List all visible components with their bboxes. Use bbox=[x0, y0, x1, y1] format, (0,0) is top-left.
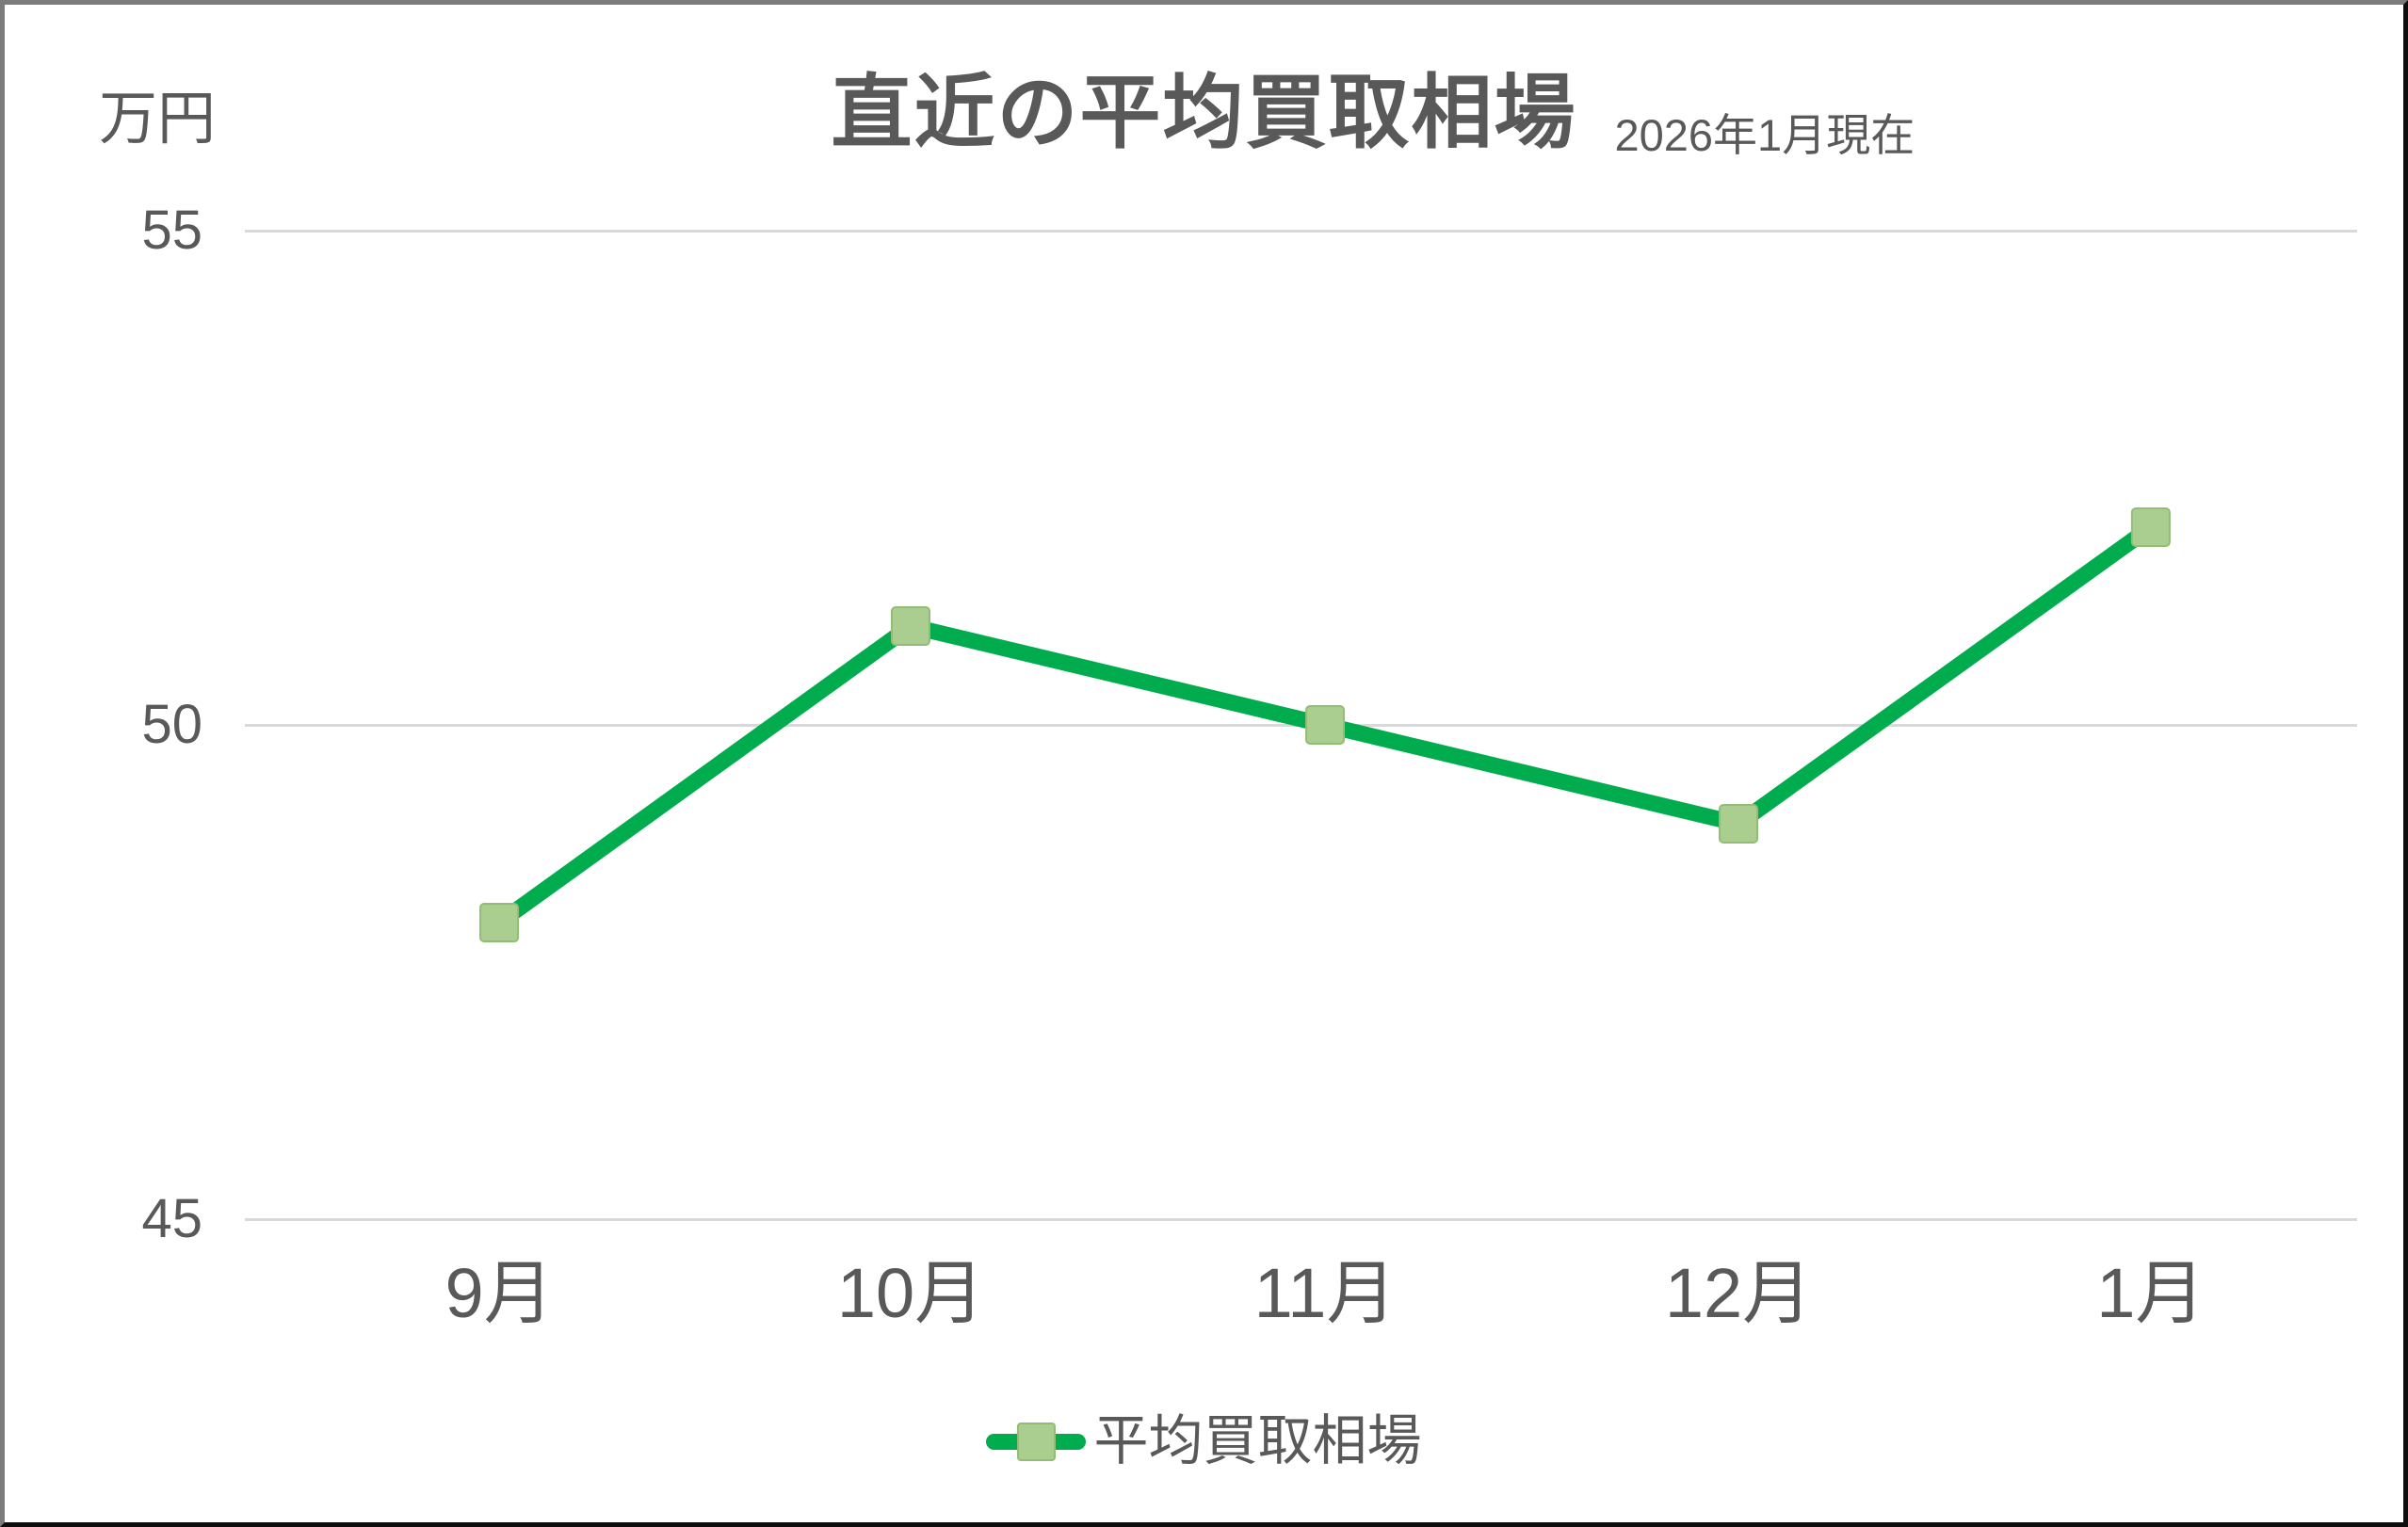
legend-square-marker-icon bbox=[1017, 1423, 1057, 1461]
data-point-marker-9月 bbox=[479, 903, 520, 942]
y-axis-unit-label: 万円 bbox=[99, 87, 217, 152]
y-tick-label-50: 50 bbox=[141, 694, 202, 755]
x-axis-label-1: 9月 bbox=[444, 1254, 554, 1332]
legend-series-marker bbox=[986, 1406, 1087, 1477]
legend: 平均買取相場 bbox=[5, 1404, 2403, 1479]
data-point-marker-1月 bbox=[2130, 507, 2171, 547]
line-series-svg bbox=[479, 507, 2171, 942]
y-tick-label-55: 55 bbox=[141, 200, 202, 261]
data-point-marker-11月 bbox=[1305, 705, 1346, 745]
chart-subtitle: 2026年1月現在 bbox=[1614, 110, 1915, 160]
data-point-marker-10月 bbox=[890, 606, 930, 646]
chart-title: 直近の平均買取相場 bbox=[831, 68, 1577, 158]
gridline-y-45 bbox=[245, 1218, 2357, 1221]
x-axis-label-2: 10月 bbox=[836, 1254, 985, 1332]
x-axis-label-3: 11月 bbox=[1253, 1254, 1397, 1332]
data-point-marker-12月 bbox=[1719, 804, 1759, 844]
plot-area bbox=[245, 230, 2357, 1221]
x-axis-label-4: 12月 bbox=[1664, 1254, 1813, 1332]
x-axis-label-5: 1月 bbox=[2096, 1254, 2206, 1332]
y-tick-label-45: 45 bbox=[141, 1188, 202, 1249]
title-row: 直近の平均買取相場 2026年1月現在 bbox=[5, 46, 2403, 160]
legend-label: 平均買取相場 bbox=[1093, 1410, 1422, 1471]
gridline-y-55 bbox=[245, 230, 2357, 233]
